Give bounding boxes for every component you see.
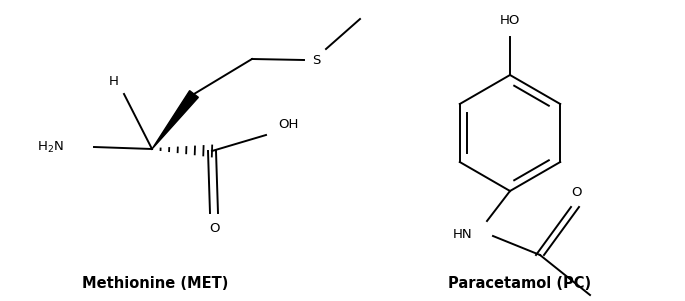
Text: H: H — [109, 76, 119, 88]
Text: HO: HO — [500, 14, 520, 27]
Text: O: O — [209, 222, 219, 235]
Text: Paracetamol (PC): Paracetamol (PC) — [449, 275, 592, 290]
Text: OH: OH — [278, 119, 298, 132]
Text: Methionine (MET): Methionine (MET) — [82, 275, 228, 290]
Text: O: O — [571, 187, 582, 200]
Polygon shape — [152, 91, 199, 149]
Text: H$_2$N: H$_2$N — [37, 139, 64, 154]
Text: HN: HN — [453, 228, 473, 241]
Text: S: S — [312, 54, 320, 67]
